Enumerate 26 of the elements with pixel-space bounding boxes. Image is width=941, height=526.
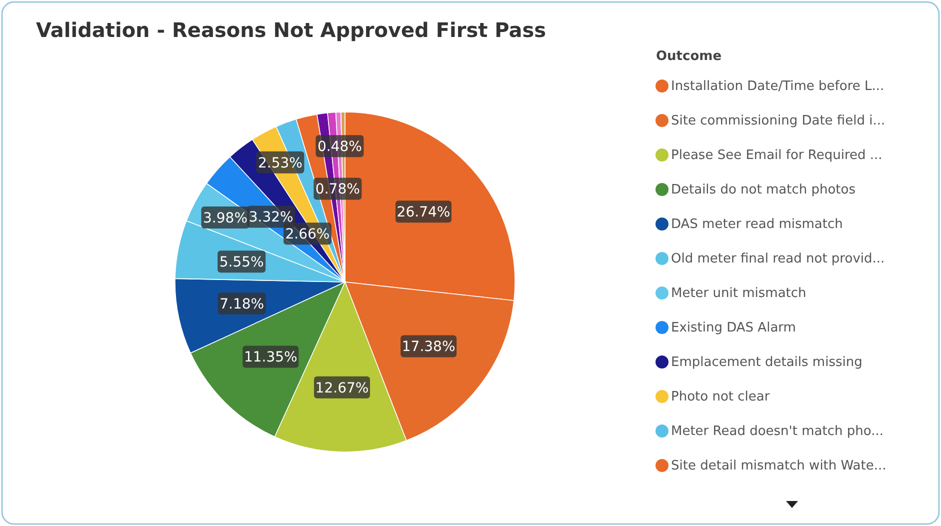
data-label: 2.66% xyxy=(285,226,330,243)
data-label: 7.18% xyxy=(220,296,264,312)
legend-label: Photo not clear xyxy=(671,390,770,404)
data-label: 2.53% xyxy=(258,155,302,172)
data-label: 12.67% xyxy=(315,380,369,396)
data-label: 17.38% xyxy=(402,339,456,356)
legend-label: Meter Read doesn't match pho... xyxy=(671,424,884,439)
data-label: 5.55% xyxy=(219,254,264,271)
legend-label: Site detail mismatch with Wate... xyxy=(671,458,886,474)
data-label: 26.74% xyxy=(396,204,450,221)
data-label: 11.35% xyxy=(244,350,298,366)
data-label: 3.98% xyxy=(203,210,248,226)
legend-label: Installation Date/Time before L... xyxy=(671,79,884,94)
legend-label: Existing DAS Alarm xyxy=(671,320,796,336)
legend-label: Emplacement details missing xyxy=(671,355,862,370)
legend-label: DAS meter read mismatch xyxy=(671,217,843,232)
data-label: 0.48% xyxy=(317,139,362,156)
legend-label: Please See Email for Required ... xyxy=(671,148,882,163)
legend-label: Site commissioning Date field i... xyxy=(671,114,886,128)
chart-title: Validation - Reasons Not Approved First Pass xyxy=(36,18,546,42)
legend-label: Meter unit mismatch xyxy=(671,286,806,301)
data-label: 0.78% xyxy=(315,182,360,198)
data-label: 3.32% xyxy=(248,210,294,226)
legend-label: Old meter final read not provid... xyxy=(671,252,885,266)
legend-title: Outcome xyxy=(656,49,722,64)
legend-label: Details do not match photos xyxy=(671,182,856,198)
